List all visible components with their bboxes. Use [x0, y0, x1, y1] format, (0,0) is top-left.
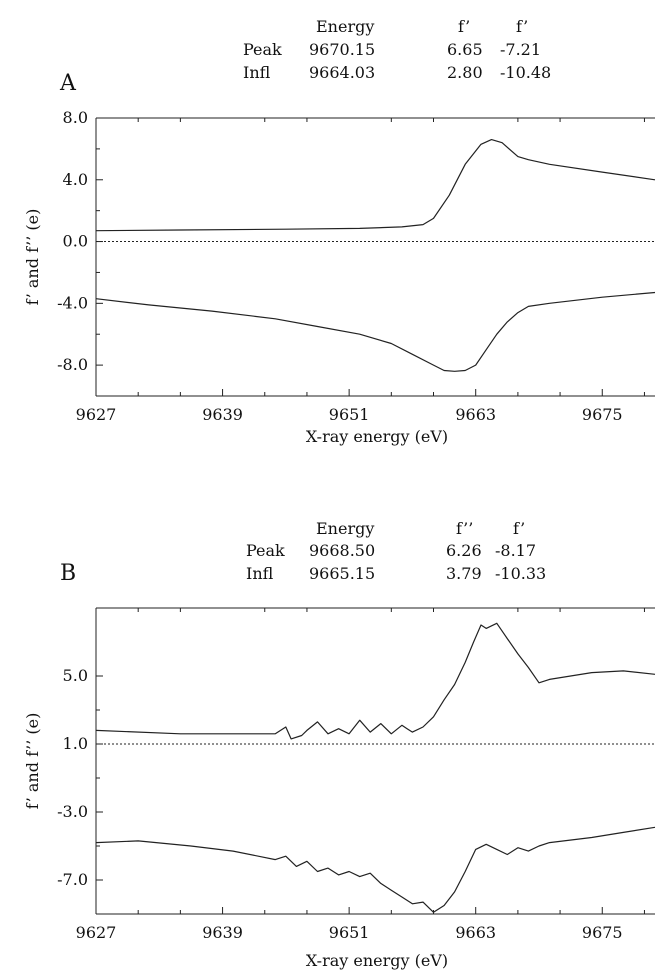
table-b-row-peak-fpp: 6.26	[446, 541, 482, 560]
chart-b-y-label: f’ and f’’ (e)	[23, 713, 42, 810]
chart-a-x-tick-label: 9675	[582, 405, 623, 424]
chart-a-y-tick-label: 4.0	[63, 170, 88, 189]
table-a-header-fp: f’	[516, 17, 528, 36]
table-a-row-infl-energy: 9664.03	[309, 63, 375, 82]
chart-b-y-tick-label: -7.0	[57, 870, 88, 889]
table-b-row-peak-fp: -8.17	[495, 541, 536, 560]
table-a-row-infl-fpp: 2.80	[447, 63, 483, 82]
chart-b-x-tick-label: 9627	[76, 923, 117, 942]
chart-b-series-fp-line	[95, 826, 656, 913]
chart-a-y-tick-label: -4.0	[57, 293, 88, 312]
table-a-header-energy: Energy	[316, 17, 374, 36]
chart-a-x-tick-label: 9663	[455, 405, 496, 424]
table-b-row-infl-energy: 9665.15	[309, 564, 375, 583]
table-a-header-fpp: f’	[458, 17, 470, 36]
table-a-row-peak-fpp: 6.65	[447, 40, 483, 59]
chart-b-x-tick-label: 9651	[329, 923, 370, 942]
table-b-row-infl-fpp: 3.79	[446, 564, 482, 583]
table-a-row-peak-label: Peak	[243, 40, 282, 59]
chart-a-y-tick-label: -8.0	[57, 355, 88, 374]
chart-b-axes	[95, 607, 655, 915]
panel-label-b: B	[60, 561, 76, 586]
chart-b-x-tick-label: 9639	[202, 923, 243, 942]
chart-a-y-tick-label: 0.0	[63, 232, 88, 251]
table-b-row-peak-energy: 9668.50	[309, 541, 375, 560]
chart-a-series-fp-line	[95, 291, 656, 372]
chart-b-x-tick-label: 9663	[455, 923, 496, 942]
chart-a-y-label: f’ and f’’ (e)	[23, 209, 42, 306]
table-a-row-peak-fp: -7.21	[500, 40, 541, 59]
chart-b-x-tick-label: 9675	[582, 923, 623, 942]
chart-b-series-fpp-line	[95, 622, 656, 740]
chart-a-axes	[95, 117, 655, 397]
chart-a-x-tick-label: 9627	[76, 405, 117, 424]
table-b-row-peak-label: Peak	[246, 541, 285, 560]
chart-a-x-label: X-ray energy (eV)	[306, 427, 448, 446]
chart-b-x-label: X-ray energy (eV)	[306, 951, 448, 970]
chart-b-y-tick-label: 1.0	[63, 734, 88, 753]
chart-a-marks: 9627 9639 9651 9663 9675 8.0 4.0 0.0 -4.0 -8.0	[57, 108, 656, 424]
chart-a-y-tick-label: 8.0	[63, 108, 88, 127]
chart-b-marks: 9627 9639 9651 9663 9675 5.0 1.0 -3.0 -7.0	[57, 608, 656, 942]
table-b-header-fp: f’	[513, 519, 525, 538]
table-a-row-peak-energy: 9670.15	[309, 40, 375, 59]
table-b-header-fpp: f’’	[456, 519, 473, 538]
table-b-row-infl-label: Infl	[246, 564, 274, 583]
table-a-row-infl-fp: -10.48	[500, 63, 551, 82]
table-b-row-infl-fp: -10.33	[495, 564, 546, 583]
table-b-header-energy: Energy	[316, 519, 374, 538]
chart-a-x-tick-label: 9651	[329, 405, 370, 424]
chart-b-y-tick-label: -3.0	[57, 802, 88, 821]
panel-label-a: A	[59, 71, 77, 96]
chart-a-x-tick-label: 9639	[202, 405, 243, 424]
chart-a-series-fpp-line	[95, 139, 656, 232]
table-a-row-infl-label: Infl	[243, 63, 271, 82]
chart-b-y-tick-label: 5.0	[63, 666, 88, 685]
